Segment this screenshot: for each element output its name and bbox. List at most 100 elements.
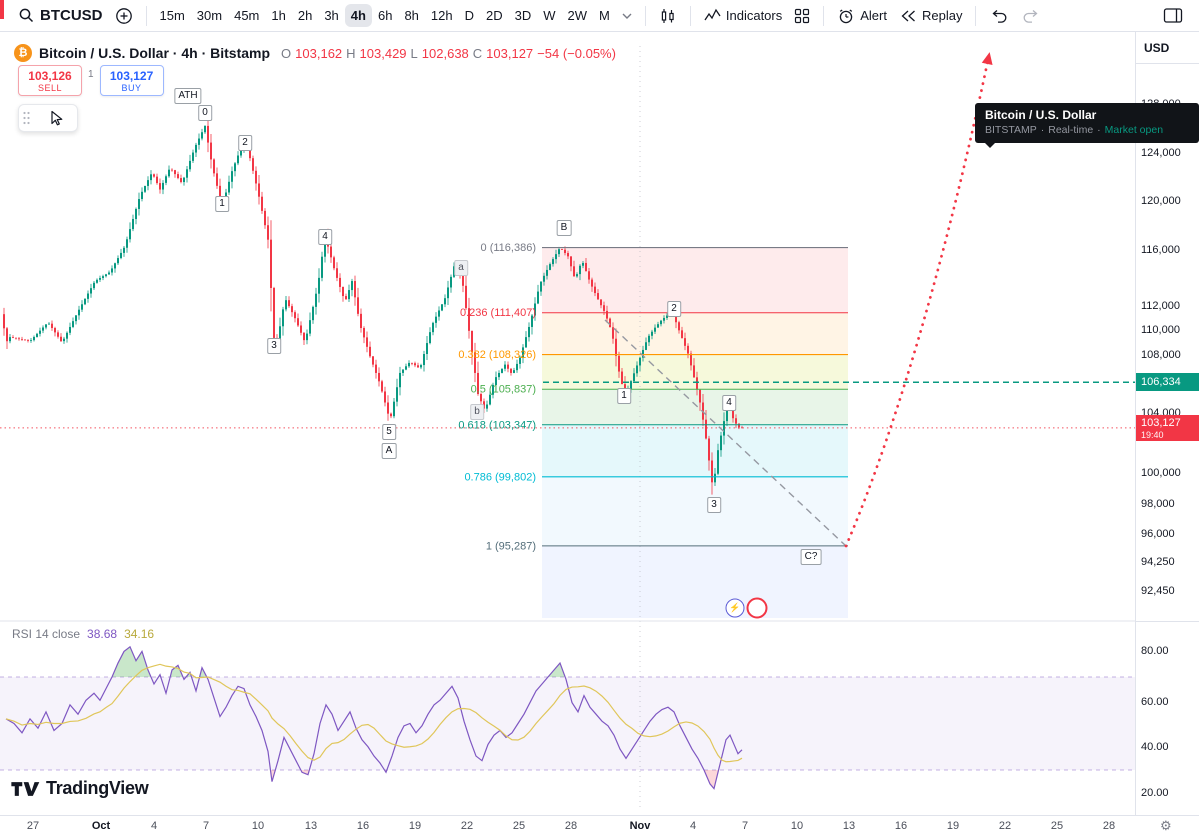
timeframe-M[interactable]: M	[593, 4, 616, 27]
timeframe-2D[interactable]: 2D	[480, 4, 509, 27]
wave-label-a[interactable]: A	[381, 443, 397, 459]
price-axis[interactable]: USD 128,000124,000120,000116,000112,0001…	[1135, 32, 1199, 815]
wave-label-5[interactable]: 5	[382, 424, 396, 440]
timeframe-menu-arrow[interactable]	[616, 8, 638, 24]
buy-label: BUY	[121, 83, 142, 93]
price-tick: 108,000	[1141, 349, 1181, 361]
alert-button[interactable]: Alert	[831, 3, 893, 29]
timeframe-3D[interactable]: 3D	[509, 4, 538, 27]
low-label: L	[410, 45, 418, 61]
timeframe-1h[interactable]: 1h	[265, 4, 291, 27]
price-tick: 92,450	[1141, 585, 1175, 597]
svg-text:0.786 (99,802): 0.786 (99,802)	[464, 471, 536, 483]
timeframe-2W[interactable]: 2W	[562, 4, 594, 27]
close-value: 103,127	[486, 45, 534, 61]
wave-label-2[interactable]: 2	[667, 301, 681, 317]
timeframe-3h[interactable]: 3h	[318, 4, 344, 27]
wave-label-3[interactable]: 3	[267, 338, 281, 354]
compare-add-symbol-button[interactable]	[109, 3, 139, 29]
price-tick: 20.00	[1141, 787, 1169, 799]
wave-label-3[interactable]: 3	[707, 497, 721, 513]
toolbar-separator	[975, 5, 977, 26]
price-tick: 112,000	[1141, 300, 1180, 312]
replay-button[interactable]: Replay	[893, 4, 968, 28]
wave-label-b[interactable]: B	[556, 220, 572, 236]
low-value: 102,638	[421, 45, 469, 61]
timeframe-6h[interactable]: 6h	[372, 4, 398, 27]
price-tick: 124,000	[1141, 147, 1181, 159]
wave-label-1[interactable]: 1	[215, 196, 229, 212]
price-tick: 80.00	[1141, 645, 1169, 657]
svg-text:1 (95,287): 1 (95,287)	[486, 540, 536, 552]
time-tick: 16	[356, 820, 370, 832]
buy-sell-widget: 103,126 SELL 1 103,127 BUY	[18, 65, 164, 96]
wave-label-ath[interactable]: ATH	[174, 88, 202, 104]
settings-gear-icon[interactable]: ⚙	[1160, 818, 1172, 833]
timeframe-45m[interactable]: 45m	[228, 4, 265, 27]
timeframe-2h[interactable]: 2h	[292, 4, 318, 27]
close-label: C	[472, 45, 483, 61]
time-tick: 13	[304, 820, 318, 832]
fib-zones[interactable]	[542, 247, 848, 618]
timeframe-W[interactable]: W	[537, 4, 561, 27]
projection-arrow-drawing[interactable]	[844, 52, 993, 548]
redo-button[interactable]	[1015, 3, 1047, 28]
indicators-button[interactable]: Indicators	[698, 4, 788, 27]
drawing-toolbar-float[interactable]	[18, 104, 78, 132]
drag-handle-icon[interactable]	[19, 108, 34, 128]
price-tick: 96,000	[1141, 528, 1175, 540]
buy-button[interactable]: 103,127 BUY	[99, 65, 164, 96]
tradingview-logo[interactable]: TradingView	[10, 778, 149, 799]
chart-canvas[interactable]: 0 (116,386) 0.236 (111,407) 0.382 (108,326…	[0, 32, 1135, 815]
svg-text:0.236 (111,407): 0.236 (111,407)	[460, 307, 536, 319]
cursor-tool-icon[interactable]	[34, 109, 77, 127]
wave-label-4[interactable]: 4	[722, 395, 736, 411]
chart-legend[interactable]: ₿ Bitcoin / U.S. Dollar · 4h · Bitstamp …	[14, 44, 616, 62]
rsi-line	[5, 645, 743, 790]
red-circle-sticker[interactable]	[746, 597, 768, 619]
time-tick: 19	[946, 820, 960, 832]
timeframe-4h[interactable]: 4h	[344, 4, 372, 27]
timeframe-30m[interactable]: 30m	[191, 4, 228, 27]
candlestick-chart-icon	[661, 8, 674, 23]
chart-style-button[interactable]	[653, 3, 683, 29]
indicator-templates-button[interactable]	[788, 4, 816, 28]
lightning-sticker[interactable]: ⚡	[725, 598, 745, 618]
timeframe-12h[interactable]: 12h	[425, 4, 459, 27]
change-value: −54 (−0.05%)	[537, 45, 616, 61]
timeframe-8h[interactable]: 8h	[398, 4, 424, 27]
time-tick: 4	[150, 820, 158, 832]
wave-label-1[interactable]: 1	[617, 388, 631, 404]
horizontal-line-price-label: 106,334	[1136, 373, 1199, 392]
time-tick: 27	[26, 820, 40, 832]
chevron-down-icon	[622, 13, 632, 19]
time-axis[interactable]: ⚙ 27 Oct 4 7 10 13 16 19 22 25 28 Nov 4 7 10 13 16 19 22 25…	[0, 815, 1199, 837]
wave-label-a[interactable]: a	[454, 260, 468, 276]
currency-axis-label[interactable]: USD	[1136, 32, 1199, 64]
timeframe-D[interactable]: D	[459, 4, 480, 27]
toolbar-separator	[644, 5, 646, 26]
time-tick: 22	[460, 820, 474, 832]
chart-pane[interactable]: 0 (116,386) 0.236 (111,407) 0.382 (108,326…	[0, 32, 1135, 815]
indicators-icon	[704, 8, 721, 21]
undo-button[interactable]	[983, 3, 1015, 28]
sell-button[interactable]: 103,126 SELL	[18, 65, 82, 96]
rsi-indicator-name: RSI 14 close	[12, 627, 81, 641]
layout-panel-toggle[interactable]	[1157, 3, 1189, 28]
price-tick: 116,000	[1141, 244, 1180, 256]
rsi-legend[interactable]: RSI 14 close 38.68 34.16	[12, 627, 154, 641]
tooltip-dot: ·	[1097, 124, 1101, 136]
wave-label-c[interactable]: C?	[800, 549, 822, 565]
wave-label-b[interactable]: b	[470, 404, 484, 420]
top-toolbar: BTCUSD 15m 30m 45m 1h 2h 3h 4h 6h 8h 12h D 2D 3D W 2W M…	[0, 0, 1199, 32]
time-tick: 22	[998, 820, 1012, 832]
svg-text:0.5 (105,837): 0.5 (105,837)	[471, 384, 536, 396]
time-tick: 4	[689, 820, 697, 832]
wave-label-0[interactable]: 0	[198, 105, 212, 121]
fib-retracement-drawing[interactable]: 0 (116,386) 0.236 (111,407) 0.382 (108,326…	[458, 242, 848, 552]
wave-label-2[interactable]: 2	[238, 135, 252, 151]
timeframe-15m[interactable]: 15m	[154, 4, 191, 27]
wave-label-4[interactable]: 4	[318, 229, 332, 245]
symbol-search-button[interactable]: BTCUSD	[12, 3, 109, 28]
